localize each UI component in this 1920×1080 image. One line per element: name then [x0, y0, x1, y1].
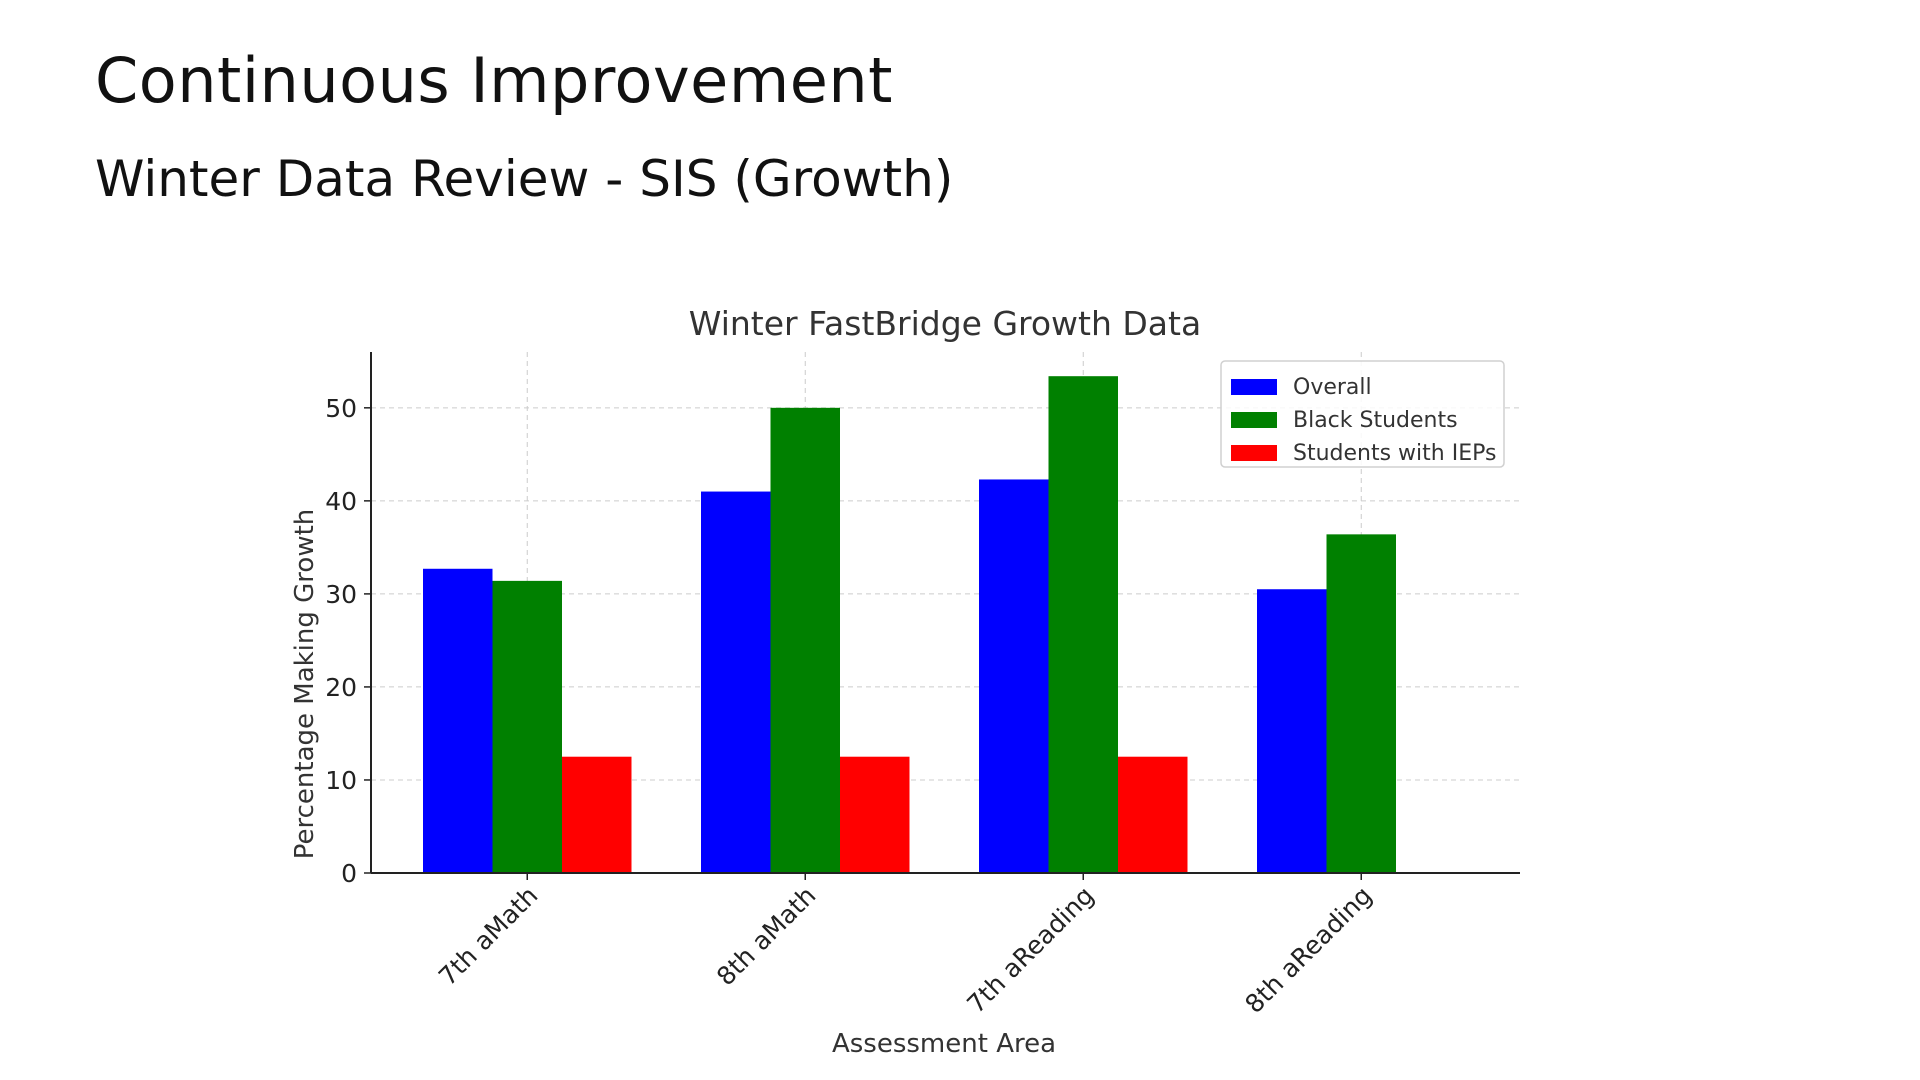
x-tick-label: 8th aReading — [1239, 881, 1377, 1019]
bar-black-students-2 — [1048, 376, 1118, 873]
legend-label: Students with IEPs — [1293, 441, 1496, 466]
legend-label: Overall — [1293, 375, 1372, 400]
chart-title: Winter FastBridge Growth Data — [689, 304, 1201, 343]
x-tick-label: 8th aMath — [711, 881, 822, 992]
x-axis-label: Assessment Area — [832, 1029, 1056, 1059]
y-tick-label: 50 — [325, 394, 357, 423]
bar-students-with-ieps-2 — [1118, 756, 1188, 873]
slide-subtitle: Winter Data Review - SIS (Growth) — [95, 150, 954, 208]
y-axis-label: Percentage Making Growth — [290, 509, 320, 860]
y-tick-label: 40 — [325, 487, 357, 516]
bar-overall-3 — [1257, 589, 1327, 873]
y-ticks: 0 10 20 30 40 50 — [325, 394, 371, 888]
bar-black-students-3 — [1326, 534, 1396, 873]
x-ticks: 7th aMath 8th aMath 7th aReading 8th aReadi… — [433, 873, 1377, 1019]
bars — [423, 376, 1396, 873]
x-tick-label: 7th aMath — [433, 881, 544, 992]
legend-swatch — [1231, 445, 1277, 461]
bar-overall-0 — [423, 568, 493, 873]
legend-swatch — [1231, 412, 1277, 428]
y-tick-label: 10 — [325, 766, 357, 795]
slide-title: Continuous Improvement — [95, 44, 893, 117]
bar-overall-1 — [701, 491, 771, 873]
bar-overall-2 — [979, 479, 1049, 873]
y-tick-label: 0 — [341, 859, 357, 888]
bar-students-with-ieps-0 — [562, 756, 632, 873]
legend: Overall Black Students Students with IEPs — [1220, 360, 1505, 468]
bar-black-students-0 — [492, 580, 562, 873]
bar-black-students-1 — [770, 407, 840, 873]
y-tick-label: 30 — [325, 580, 357, 609]
y-tick-label: 20 — [325, 673, 357, 702]
legend-box — [1220, 360, 1505, 468]
axes — [370, 352, 1520, 874]
x-tick-label: 7th aReading — [961, 881, 1099, 1019]
legend-label: Black Students — [1293, 408, 1458, 433]
legend-swatch — [1231, 379, 1277, 395]
bar-students-with-ieps-1 — [840, 756, 910, 873]
